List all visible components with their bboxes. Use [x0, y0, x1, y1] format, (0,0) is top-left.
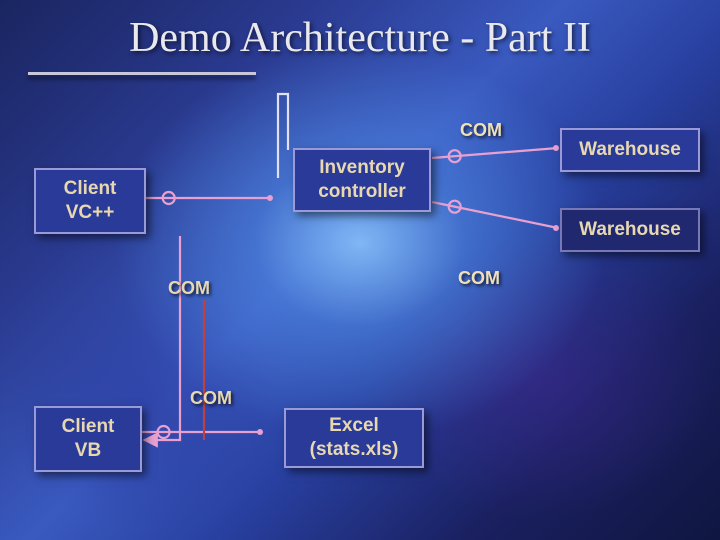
node-excel: Excel(stats.xls): [284, 408, 424, 468]
slide-title: Demo Architecture - Part II: [0, 14, 720, 62]
label-com-mid-left: COM: [168, 278, 210, 299]
label-com-bottom: COM: [190, 388, 232, 409]
node-client-vc: ClientVC++: [34, 168, 146, 234]
title-underline: [28, 72, 256, 75]
label-com-mid-right: COM: [458, 268, 500, 289]
node-inventory-controller: Inventorycontroller: [293, 148, 431, 212]
label-com-top: COM: [460, 120, 502, 141]
node-warehouse-2: Warehouse: [560, 208, 700, 252]
node-client-vb: ClientVB: [34, 406, 142, 472]
node-warehouse-1: Warehouse: [560, 128, 700, 172]
